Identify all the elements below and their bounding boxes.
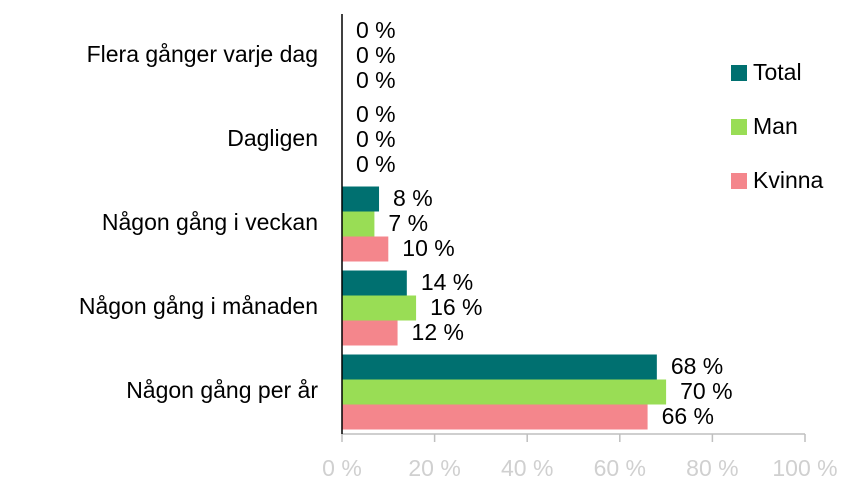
- bar: [342, 236, 389, 262]
- bar: [342, 379, 667, 405]
- y-tick-label: Någon gång i veckan: [102, 209, 318, 235]
- value-label: 7 %: [388, 210, 428, 236]
- value-label: 16 %: [430, 294, 482, 320]
- value-label: 0 %: [356, 42, 396, 68]
- value-label: 0 %: [356, 151, 396, 177]
- y-tick-label: Någon gång i månaden: [79, 293, 318, 319]
- legend-swatch: [731, 65, 747, 81]
- x-tick-label: 40 %: [501, 455, 553, 481]
- bar: [342, 320, 398, 346]
- legend-label: Man: [753, 113, 798, 139]
- legend-label: Kvinna: [753, 167, 824, 193]
- value-label: 66 %: [662, 403, 714, 429]
- value-label: 14 %: [421, 269, 473, 295]
- bar: [342, 354, 657, 380]
- value-label: 8 %: [393, 185, 433, 211]
- x-tick-label: 0 %: [322, 455, 362, 481]
- y-tick-label: Någon gång per år: [126, 377, 318, 403]
- x-tick-label: 100 %: [772, 455, 837, 481]
- value-label: 10 %: [402, 235, 454, 261]
- bar: [342, 211, 375, 237]
- x-tick-label: 80 %: [686, 455, 738, 481]
- bar: [342, 404, 648, 430]
- value-label: 0 %: [356, 67, 396, 93]
- legend-swatch: [731, 119, 747, 135]
- value-label: 0 %: [356, 126, 396, 152]
- bar: [342, 270, 407, 296]
- value-label: 70 %: [680, 378, 732, 404]
- bar: [342, 295, 417, 321]
- y-tick-label: Flera gånger varje dag: [87, 41, 318, 67]
- value-label: 0 %: [356, 101, 396, 127]
- legend-label: Total: [753, 59, 802, 85]
- y-tick-label: Dagligen: [227, 125, 318, 151]
- value-label: 0 %: [356, 17, 396, 43]
- bar: [342, 186, 380, 212]
- value-label: 68 %: [671, 353, 723, 379]
- x-tick-label: 20 %: [408, 455, 460, 481]
- x-tick-label: 60 %: [594, 455, 646, 481]
- value-label: 12 %: [412, 319, 464, 345]
- legend-swatch: [731, 173, 747, 189]
